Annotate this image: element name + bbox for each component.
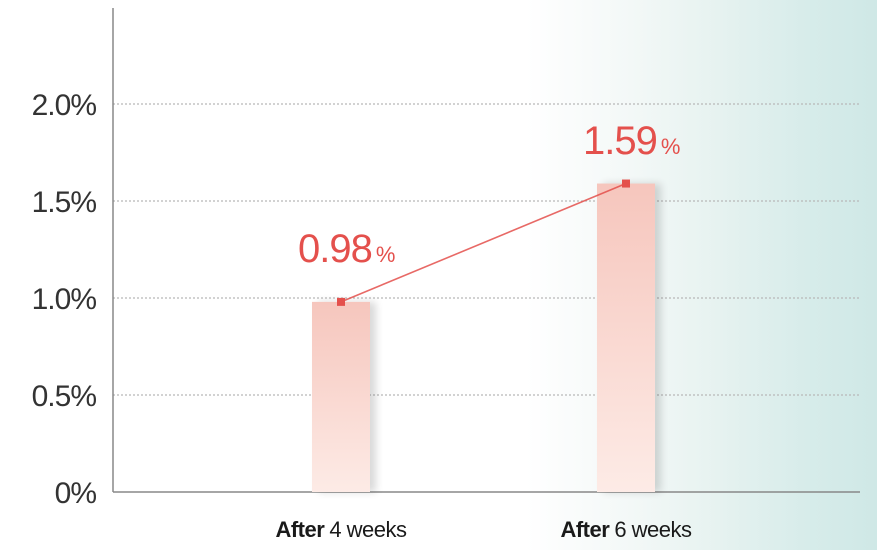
data-label-unit: % bbox=[376, 242, 395, 267]
y-tick-label: 0.5% bbox=[32, 380, 97, 413]
x-category-label-rest: 6 weeks bbox=[614, 517, 692, 542]
x-category-label: After 6 weeks bbox=[560, 517, 692, 542]
y-tick-labels: 0% 0.5% 1.0% 1.5% 2.0% bbox=[32, 89, 98, 510]
bar bbox=[312, 301, 370, 492]
bar bbox=[597, 183, 655, 493]
bars bbox=[312, 183, 655, 493]
y-tick-label: 1.5% bbox=[32, 186, 97, 219]
data-point-marker bbox=[337, 297, 345, 306]
data-label-number: 1.59 bbox=[583, 119, 657, 163]
data-label-number: 0.98 bbox=[298, 227, 372, 271]
data-point-marker bbox=[622, 179, 630, 188]
connecting-line bbox=[340, 182, 627, 303]
x-category-label-bold: After bbox=[560, 517, 610, 542]
category-labels: After 4 weeks After 6 weeks bbox=[275, 517, 692, 542]
y-tick-label: 0% bbox=[55, 477, 97, 510]
y-tick-label: 2.0% bbox=[32, 89, 97, 122]
axes bbox=[112, 8, 860, 493]
connecting-line-group bbox=[337, 179, 630, 306]
x-category-label: After 4 weeks bbox=[275, 517, 407, 542]
x-category-label-rest: 4 weeks bbox=[329, 517, 407, 542]
data-label: 1.59% bbox=[583, 119, 680, 163]
y-tick-label: 1.0% bbox=[32, 283, 97, 316]
data-labels: 0.98 %1.59% bbox=[298, 119, 681, 271]
gridlines bbox=[113, 103, 860, 396]
data-label-unit: % bbox=[661, 134, 680, 159]
x-category-label-bold: After bbox=[275, 517, 325, 542]
data-label: 0.98% bbox=[298, 227, 395, 271]
